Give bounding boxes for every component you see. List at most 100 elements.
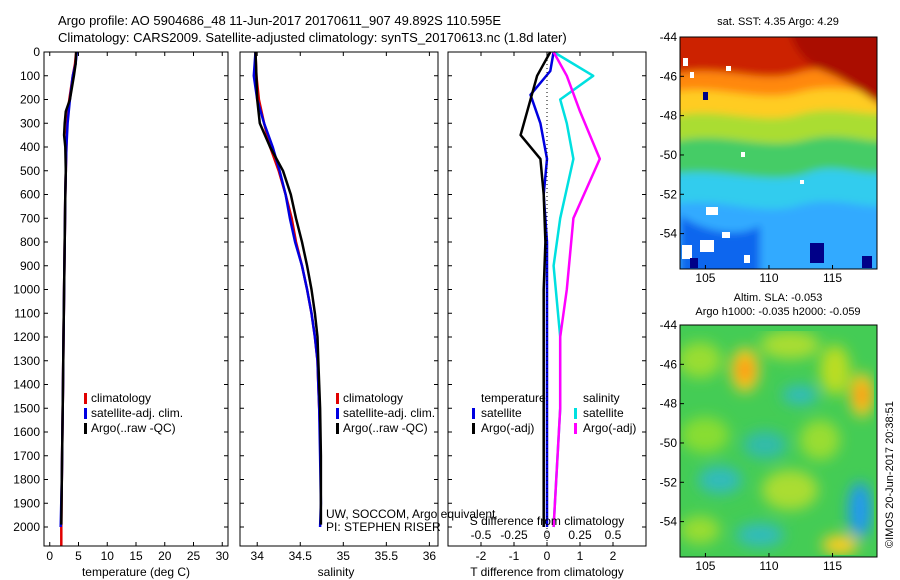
x-tick-label: 5 bbox=[75, 549, 82, 563]
map-x-tick-label: 115 bbox=[823, 559, 842, 573]
depth-tick-label: 800 bbox=[20, 235, 40, 249]
credit-line-2: PI: STEPHEN RISER bbox=[326, 520, 441, 534]
sla-map-subtitle: Argo h1000: -0.035 h2000: -0.059 bbox=[695, 306, 860, 318]
x-tick-label: 15 bbox=[129, 549, 143, 563]
legend-swatch-climatology bbox=[84, 393, 87, 404]
s-difference-ticks: -0.5 -0.25 0 0.25 0.5 bbox=[471, 528, 622, 542]
legend-label-argo: Argo(..raw -QC) bbox=[91, 421, 176, 435]
s-tick-label: 0.5 bbox=[605, 528, 622, 542]
depth-tick-label: 900 bbox=[20, 259, 40, 273]
depth-tick-label: 100 bbox=[20, 69, 40, 83]
temperature-axes-frame bbox=[43, 51, 229, 547]
map-y-tick-label: -54 bbox=[660, 515, 678, 529]
s-tick-label: -0.25 bbox=[500, 528, 528, 542]
depth-tick-label: 1400 bbox=[13, 378, 40, 392]
series-line-argo-raw-qc bbox=[254, 51, 323, 525]
depth-tick-label: 1700 bbox=[13, 449, 40, 463]
map-y-tick-label: -48 bbox=[660, 109, 678, 123]
series-line-s-satellite bbox=[552, 50, 595, 528]
series-line-t-satellite bbox=[529, 51, 555, 527]
depth-tick-label: 1200 bbox=[13, 330, 40, 344]
series-line-s-argo-adj bbox=[552, 51, 602, 528]
difference-panel: -2 -1 0 1 2 -0.5 -0.25 0 0.25 0.5 S difference f… bbox=[447, 50, 647, 579]
map-y-tick-label: -50 bbox=[660, 436, 678, 450]
s-tick-label: -0.5 bbox=[471, 528, 492, 542]
legend-swatch-s-argo bbox=[574, 423, 577, 434]
map-y-tick-label: -46 bbox=[660, 69, 678, 83]
sst-map-panel: sat. SST: 4.35 Argo: 4.29 bbox=[660, 16, 878, 285]
depth-tick-label: 1000 bbox=[13, 283, 40, 297]
x-tick-label: 2 bbox=[610, 549, 617, 563]
sst-map-ticks: 105 110 115 -44 -46 -48 -50 -52 -54 bbox=[660, 30, 843, 285]
legend-label-s-satellite: satellite bbox=[583, 406, 624, 420]
x-tick-label: 10 bbox=[101, 549, 115, 563]
map-x-tick-label: 110 bbox=[759, 559, 778, 573]
map-y-tick-label: -50 bbox=[660, 148, 678, 162]
salinity-xlabel: salinity bbox=[318, 565, 355, 579]
x-tick-label: 35.5 bbox=[375, 549, 399, 563]
depth-tick-label: 700 bbox=[20, 211, 40, 225]
map-y-tick-label: -52 bbox=[660, 187, 678, 201]
sla-map-frame bbox=[679, 324, 878, 558]
s-difference-label: S difference from climatology bbox=[470, 514, 625, 528]
timestamp-watermark: ©IMOS 20-Jun-2017 20:38:51 bbox=[884, 401, 896, 548]
map-x-tick-label: 105 bbox=[695, 271, 715, 285]
sla-map-title: Altim. SLA: -0.053 bbox=[734, 292, 823, 304]
series-line-climatology bbox=[254, 51, 322, 433]
sla-heatmap bbox=[680, 325, 877, 557]
legend-swatch-satellite bbox=[336, 408, 339, 419]
depth-ticks: 0 100 200 300 400 500 600 700 800 900 1000 1100 1200… bbox=[13, 45, 646, 534]
map-y-tick-label: -54 bbox=[660, 227, 678, 241]
depth-tick-label: 1100 bbox=[14, 306, 40, 320]
legend-title-salinity: salinity bbox=[583, 391, 620, 405]
s-tick-label: 0 bbox=[544, 528, 551, 542]
depth-tick-label: 0 bbox=[33, 45, 40, 59]
depth-tick-label: 300 bbox=[20, 116, 40, 130]
sla-map-ticks: 105 110 115 -44 -46 -48 -50 -52 -54 bbox=[660, 318, 843, 573]
legend-label-satellite: satellite-adj. clim. bbox=[343, 406, 435, 420]
salinity-series bbox=[252, 51, 323, 528]
header-line-2: Climatology: CARS2009. Satellite-adjuste… bbox=[58, 30, 567, 45]
salinity-legend: climatology satellite-adj. clim. Argo(..… bbox=[336, 391, 435, 435]
legend-label-t-argo: Argo(-adj) bbox=[481, 421, 534, 435]
map-y-tick-label: -44 bbox=[660, 318, 678, 332]
header-line-1: Argo profile: AO 5904686_48 11-Jun-2017 … bbox=[58, 13, 501, 28]
difference-series bbox=[519, 50, 602, 528]
x-tick-label: -1 bbox=[509, 549, 520, 563]
difference-legend: temperature satellite Argo(-adj) salinit… bbox=[472, 391, 636, 435]
map-y-tick-label: -44 bbox=[660, 30, 678, 44]
series-line-t-argo-adj bbox=[519, 51, 552, 527]
temperature-panel: 0100200300400500600700800900100011001200… bbox=[13, 45, 646, 579]
depth-tick-label: 1500 bbox=[13, 401, 40, 415]
x-tick-label: 25 bbox=[187, 549, 201, 563]
map-x-tick-label: 105 bbox=[695, 559, 715, 573]
temperature-xlabel: temperature (deg C) bbox=[82, 565, 190, 579]
x-tick-label: 0 bbox=[46, 549, 53, 563]
legend-label-s-argo: Argo(-adj) bbox=[583, 421, 636, 435]
x-tick-label: 30 bbox=[216, 549, 230, 563]
x-tick-label: 1 bbox=[577, 549, 584, 563]
temperature-x-ticks: 0 5 10 15 20 25 30 bbox=[46, 52, 229, 563]
t-difference-xlabel: T difference from climatology bbox=[470, 565, 624, 579]
salinity-panel: 34 34.5 35 35.5 36 salinity climatology sate… bbox=[239, 51, 496, 579]
legend-title-temperature: temperature bbox=[481, 391, 546, 405]
depth-tick-label: 600 bbox=[20, 188, 40, 202]
depth-tick-label: 2000 bbox=[13, 520, 40, 534]
sst-heatmap bbox=[680, 37, 877, 269]
map-x-tick-label: 110 bbox=[759, 271, 778, 285]
legend-swatch-climatology bbox=[336, 393, 339, 404]
credit-line-1: UW, SOCCOM, Argo equivalent bbox=[326, 507, 496, 521]
legend-swatch-argo bbox=[336, 423, 339, 434]
temperature-legend: climatology satellite-adj. clim. Argo(..… bbox=[84, 391, 183, 435]
salinity-x-ticks: 34 34.5 35 35.5 36 bbox=[251, 52, 436, 563]
legend-swatch-t-satellite bbox=[472, 408, 475, 419]
sst-map-frame bbox=[679, 36, 878, 270]
x-tick-label: 34 bbox=[251, 549, 265, 563]
x-tick-label: 34.5 bbox=[289, 549, 313, 563]
legend-label-climatology: climatology bbox=[91, 391, 151, 405]
depth-tick-label: 1900 bbox=[13, 496, 40, 510]
legend-label-climatology: climatology bbox=[343, 391, 403, 405]
salinity-axes-frame bbox=[239, 51, 439, 547]
legend-label-satellite: satellite-adj. clim. bbox=[91, 406, 183, 420]
